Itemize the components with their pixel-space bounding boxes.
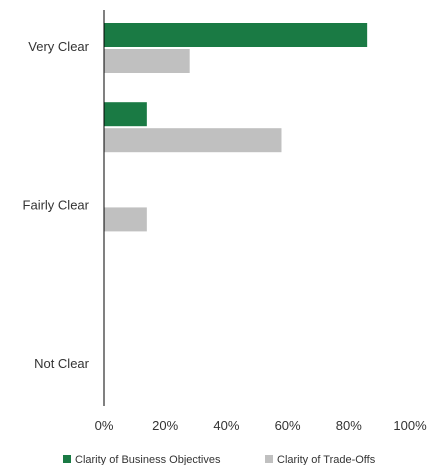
legend: Clarity of Business Objectives Clarity of…	[63, 454, 376, 465]
legend-label-1: Clarity of Trade-Offs	[277, 454, 376, 465]
bar-trade-offs-2	[104, 207, 147, 232]
x-tick-label: 20%	[152, 418, 178, 433]
x-tick-label: 60%	[275, 418, 301, 433]
bar-business-objectives-1	[104, 102, 147, 127]
y-tick-label: Very Clear	[28, 39, 89, 54]
x-tick-label: 80%	[336, 418, 362, 433]
legend-swatch-1	[265, 455, 273, 463]
y-axis-labels: Very Clear Fairly Clear Not Clear	[23, 39, 90, 371]
x-axis-labels: 0% 20% 40% 60% 80% 100%	[95, 418, 427, 433]
y-tick-label: Fairly Clear	[23, 197, 90, 212]
x-tick-label: 0%	[95, 418, 114, 433]
legend-label-0: Clarity of Business Objectives	[75, 454, 221, 465]
bar-trade-offs-0	[104, 49, 190, 73]
bars-group	[104, 23, 368, 232]
legend-swatch-0	[63, 455, 71, 463]
bar-business-objectives-0	[104, 23, 368, 47]
y-tick-label: Not Clear	[34, 356, 90, 371]
x-tick-label: 40%	[213, 418, 239, 433]
bar-trade-offs-1	[104, 128, 282, 153]
x-tick-label: 100%	[393, 418, 427, 433]
